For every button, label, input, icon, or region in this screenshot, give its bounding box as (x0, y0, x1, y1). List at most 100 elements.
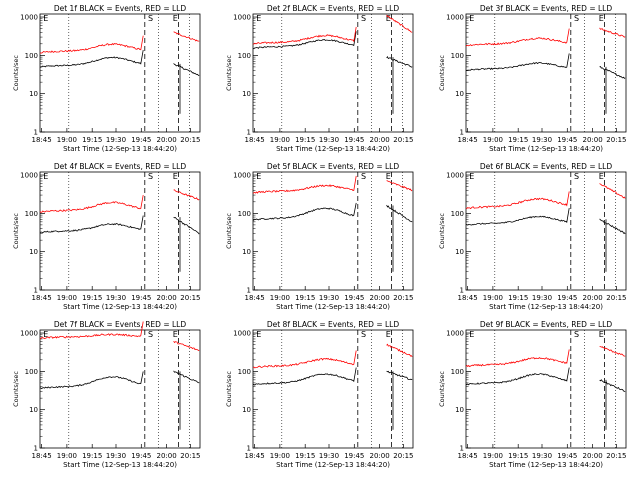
y-tick-label: 10 (455, 406, 464, 414)
x-tick-label: 19:30 (319, 452, 339, 460)
series-lld-line-after (173, 189, 200, 201)
x-axis-label: Start Time (12-Sep-13 18:44:20) (489, 461, 603, 469)
event-marker-label: E (43, 330, 48, 339)
x-tick-label: 19:15 (508, 136, 528, 144)
series-events-line (465, 208, 570, 226)
x-tick-label: 20:00 (582, 294, 602, 302)
y-tick-label: 100 (238, 210, 251, 218)
x-tick-label: 20:15 (606, 294, 626, 302)
x-tick-label: 19:45 (557, 294, 577, 302)
series-lld-line-after (173, 340, 200, 351)
x-tick-label: 20:15 (180, 136, 200, 144)
x-tick-label: 19:00 (270, 136, 290, 144)
panel-title: Det 4f BLACK = Events, RED = LLD (54, 162, 187, 171)
series-events-line-after (599, 218, 626, 235)
x-tick-label: 19:30 (319, 294, 339, 302)
series-events-line (252, 31, 357, 50)
x-tick-label: 19:45 (131, 294, 151, 302)
event-marker-label: E (43, 172, 48, 181)
plot-frame (252, 171, 414, 291)
series-lld-line (39, 321, 144, 340)
x-tick-label: 19:15 (82, 294, 102, 302)
event-marker-label: S (148, 172, 153, 181)
plot-frame (39, 13, 201, 133)
panel-det-1f: Det 1f BLACK = Events, RED = LLD 1 10 100 10… (12, 4, 200, 153)
event-marker-label: S (148, 330, 153, 339)
event-marker-label: S (574, 14, 579, 23)
series-lld-line (39, 195, 144, 213)
x-tick-label: 19:15 (295, 136, 315, 144)
y-axis-label: Counts/sec (225, 371, 233, 407)
x-tick-label: 19:00 (57, 294, 77, 302)
event-marker-label: E (599, 172, 604, 181)
y-axis-label: Counts/sec (12, 213, 20, 249)
panel-title: Det 2f BLACK = Events, RED = LLD (267, 4, 400, 13)
x-tick-label: 20:15 (180, 294, 200, 302)
event-marker-label: S (361, 330, 366, 339)
x-tick-label: 18:45 (32, 294, 52, 302)
series-events-line-after (599, 66, 626, 79)
x-tick-label: 20:00 (582, 136, 602, 144)
y-tick-label: 1000 (20, 14, 38, 22)
series-lld-line-after (386, 343, 413, 357)
event-marker-label: E (469, 14, 474, 23)
event-marker-label: E (256, 14, 261, 23)
panel-det-9f: Det 9f BLACK = Events, RED = LLD 1 10 100 10… (438, 320, 626, 469)
y-tick-label: 1 (34, 445, 38, 453)
y-tick-label: 100 (451, 368, 464, 376)
series-lld-line (465, 28, 570, 47)
y-tick-label: 10 (29, 90, 38, 98)
series-events-line-after (173, 370, 200, 384)
x-tick-label: 19:00 (57, 136, 77, 144)
panel-title: Det 3f BLACK = Events, RED = LLD (480, 4, 613, 13)
x-tick-label: 18:45 (32, 136, 52, 144)
event-marker-label: E (256, 172, 261, 181)
plot-frame (39, 329, 201, 449)
x-axis-label: Start Time (12-Sep-13 18:44:20) (276, 461, 390, 469)
series-events-line-after (386, 56, 413, 68)
x-tick-label: 19:45 (344, 452, 364, 460)
panel-title: Det 8f BLACK = Events, RED = LLD (267, 320, 400, 329)
x-tick-label: 19:30 (319, 136, 339, 144)
panel-det-5f: Det 5f BLACK = Events, RED = LLD 1 10 100 10… (225, 162, 413, 311)
x-axis-label: Start Time (12-Sep-13 18:44:20) (63, 303, 177, 311)
x-tick-label: 18:45 (458, 294, 478, 302)
x-tick-label: 19:15 (295, 452, 315, 460)
x-tick-label: 19:00 (270, 452, 290, 460)
y-tick-label: 1000 (446, 172, 464, 180)
x-tick-label: 19:45 (557, 452, 577, 460)
event-marker-label: E (599, 330, 604, 339)
x-tick-label: 19:45 (344, 136, 364, 144)
series-lld-line (252, 175, 357, 194)
plot-frame (252, 329, 414, 449)
y-axis-label: Counts/sec (438, 55, 446, 91)
plot-frame (39, 171, 201, 291)
x-tick-label: 20:00 (156, 294, 176, 302)
y-tick-label: 100 (238, 368, 251, 376)
event-marker-label: E (43, 14, 48, 23)
series-events-line-after (599, 379, 626, 392)
x-axis-label: Start Time (12-Sep-13 18:44:20) (489, 303, 603, 311)
y-tick-label: 1 (460, 445, 464, 453)
y-axis-label: Counts/sec (12, 371, 20, 407)
panel-title: Det 9f BLACK = Events, RED = LLD (480, 320, 613, 329)
x-tick-label: 18:45 (245, 294, 265, 302)
x-tick-label: 19:30 (532, 136, 552, 144)
series-events-line (465, 367, 570, 386)
x-tick-label: 19:45 (131, 452, 151, 460)
y-axis-label: Counts/sec (438, 371, 446, 407)
event-marker-label: E (386, 172, 391, 181)
y-tick-label: 1 (247, 287, 251, 295)
x-tick-label: 20:00 (156, 452, 176, 460)
x-tick-label: 20:00 (369, 452, 389, 460)
event-marker-label: S (148, 14, 153, 23)
x-tick-label: 19:15 (82, 136, 102, 144)
x-tick-label: 20:15 (606, 136, 626, 144)
y-tick-label: 1 (247, 445, 251, 453)
series-lld-line-after (599, 346, 626, 357)
y-tick-label: 1000 (20, 330, 38, 338)
series-events-line (39, 215, 144, 234)
x-tick-label: 20:15 (393, 294, 413, 302)
series-lld-line (252, 350, 357, 369)
